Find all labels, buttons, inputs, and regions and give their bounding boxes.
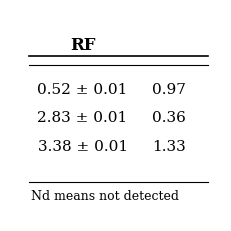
- Text: RF: RF: [70, 37, 95, 54]
- Text: 0.97: 0.97: [152, 83, 185, 97]
- Text: 1.33: 1.33: [152, 140, 185, 154]
- Text: 2.83 ± 0.01: 2.83 ± 0.01: [37, 111, 128, 125]
- Text: 0.52 ± 0.01: 0.52 ± 0.01: [37, 83, 128, 97]
- Text: Nd means not detected: Nd means not detected: [31, 190, 179, 203]
- Text: 0.36: 0.36: [152, 111, 185, 125]
- Text: 3.38 ± 0.01: 3.38 ± 0.01: [37, 140, 128, 154]
